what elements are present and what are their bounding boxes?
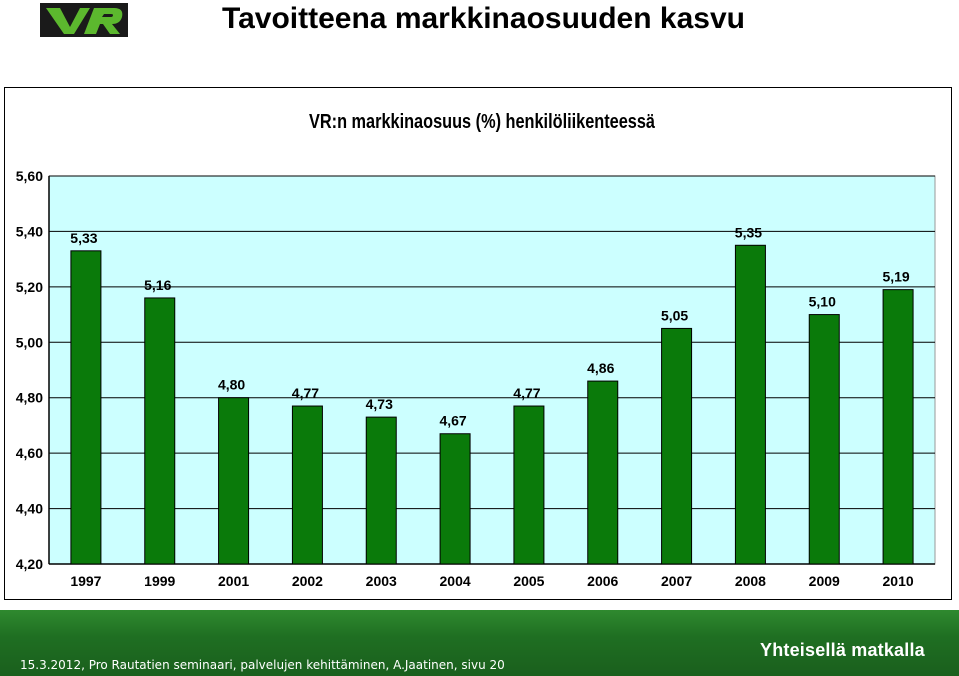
bar-2008 (734, 244, 766, 565)
x-tick-label-1999: 1999 (144, 573, 175, 589)
footer-band (0, 610, 959, 676)
data-label-2007: 5,05 (661, 307, 688, 323)
x-tick-label-2004: 2004 (440, 573, 471, 589)
bar-1997 (70, 250, 102, 565)
bar-1999 (144, 297, 176, 565)
data-label-2004: 4,67 (439, 413, 466, 429)
y-tick-label: 5,20 (16, 279, 43, 295)
plot-area (48, 175, 936, 565)
x-tick-label-2010: 2010 (883, 573, 914, 589)
y-tick-label: 4,20 (16, 556, 43, 572)
data-label-2006: 4,86 (587, 360, 614, 376)
bar-2004 (439, 433, 471, 565)
x-tick-label-2003: 2003 (366, 573, 397, 589)
bar-2006 (587, 380, 619, 565)
data-label-2002: 4,77 (292, 385, 319, 401)
y-tick-label: 5,40 (16, 223, 43, 239)
data-label-1999: 5,16 (144, 277, 171, 293)
x-tick-label-2002: 2002 (292, 573, 323, 589)
chart-frame: VR:n markkinaosuus (%) henkilöliikentees… (4, 87, 952, 600)
bar-2005 (513, 405, 545, 565)
data-label-2005: 4,77 (513, 385, 540, 401)
vr-logo (40, 3, 128, 37)
bar-2009 (808, 314, 840, 565)
bar-2002 (291, 405, 323, 565)
slogan: Yhteisellä matkalla (760, 640, 925, 660)
x-tick-label-2005: 2005 (513, 573, 544, 589)
y-tick-label: 4,40 (16, 501, 43, 517)
data-label-2008: 5,35 (735, 224, 762, 240)
x-tick-label-2006: 2006 (587, 573, 618, 589)
market-share-chart: VR:n markkinaosuus (%) henkilöliikentees… (16, 111, 936, 589)
y-tick-label: 4,80 (16, 390, 43, 406)
footer-text: 15.3.2012, Pro Rautatien seminaari, palv… (20, 658, 505, 672)
data-label-2003: 4,73 (366, 396, 393, 412)
data-label-2010: 5,19 (882, 269, 909, 285)
y-tick-label: 5,00 (16, 334, 43, 350)
x-tick-label-2008: 2008 (735, 573, 766, 589)
slide-title: Tavoitteena markkinaosuuden kasvu (222, 2, 745, 35)
chart-title: VR:n markkinaosuus (%) henkilöliikentees… (309, 111, 656, 133)
data-label-2001: 4,80 (218, 377, 245, 393)
x-tick-label-2007: 2007 (661, 573, 692, 589)
bar-2001 (218, 397, 250, 565)
x-tick-label-2001: 2001 (218, 573, 249, 589)
x-tick-label-1997: 1997 (70, 573, 101, 589)
bar-2010 (882, 289, 914, 565)
data-label-2009: 5,10 (809, 294, 836, 310)
x-tick-label-2009: 2009 (809, 573, 840, 589)
y-tick-label: 5,60 (16, 168, 43, 184)
data-label-1997: 5,33 (70, 230, 97, 246)
bar-2007 (661, 327, 693, 565)
y-tick-label: 4,60 (16, 445, 43, 461)
vr-logo-mark (40, 3, 128, 37)
bar-2003 (365, 416, 397, 565)
